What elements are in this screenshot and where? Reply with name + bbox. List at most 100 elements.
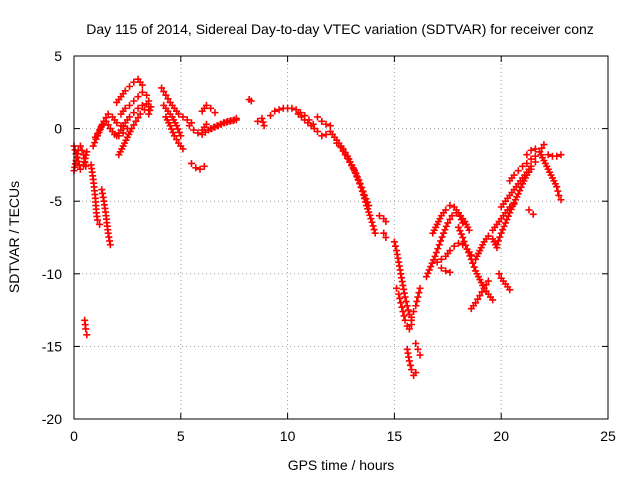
data-point <box>194 129 202 137</box>
data-point <box>173 122 181 130</box>
data-point <box>406 361 414 369</box>
series-track-q <box>198 101 219 117</box>
series-track-ad <box>393 284 415 333</box>
data-point <box>187 159 195 167</box>
data-point <box>202 120 210 128</box>
data-point <box>192 164 200 172</box>
x-tick-label: 15 <box>387 428 403 444</box>
data-point <box>484 277 492 285</box>
data-point <box>463 245 471 253</box>
data-point <box>271 107 279 115</box>
data-point <box>390 238 398 246</box>
data-point <box>462 241 470 249</box>
data-point <box>348 162 356 170</box>
data-point <box>140 106 148 114</box>
data-point <box>134 93 142 101</box>
data-point <box>216 120 224 128</box>
data-point <box>185 122 193 130</box>
data-point <box>168 125 176 133</box>
data-point <box>121 87 129 95</box>
data-point <box>405 357 413 365</box>
data-point <box>430 256 438 264</box>
data-point <box>380 229 388 237</box>
data-point <box>145 103 153 111</box>
data-point <box>504 212 512 220</box>
data-point <box>292 106 300 114</box>
y-tick-label: -5 <box>50 193 63 209</box>
data-point <box>424 269 432 277</box>
series-track-ah <box>422 209 473 281</box>
data-point <box>260 122 268 130</box>
data-point <box>516 187 524 195</box>
data-point <box>275 106 283 114</box>
data-point <box>173 135 181 143</box>
data-point <box>130 109 138 117</box>
data-point <box>337 143 345 151</box>
y-tick-label: -15 <box>42 338 62 354</box>
series-track-v <box>267 104 317 128</box>
y-axis-label: SDTVAR / TECUs <box>6 181 22 293</box>
data-point <box>553 152 561 160</box>
data-point <box>437 264 445 272</box>
data-point <box>457 230 465 238</box>
data-point <box>76 165 84 173</box>
series-track-af <box>403 345 420 379</box>
series-track-w <box>294 110 330 140</box>
data-point <box>183 116 191 124</box>
data-point <box>519 162 527 170</box>
y-tick-label: 5 <box>54 48 62 64</box>
data-point <box>465 226 473 234</box>
data-point <box>175 110 183 118</box>
data-point <box>93 216 101 224</box>
series-track-t <box>245 96 255 105</box>
data-point <box>391 242 399 250</box>
data-point <box>134 104 142 112</box>
series-track-c <box>87 161 104 228</box>
data-point <box>414 345 422 353</box>
data-point <box>514 167 522 175</box>
data-point <box>397 299 405 307</box>
tick-layer: 0 5 10 15 20 25 5 0 -5 -10 -15 -20 <box>42 48 616 444</box>
x-tick-label: 5 <box>177 428 185 444</box>
data-point <box>405 325 413 333</box>
data-point <box>466 252 474 260</box>
data-point <box>444 219 452 227</box>
data-point <box>190 126 198 134</box>
data-point <box>160 88 168 96</box>
series-track-ak <box>437 264 454 276</box>
data-point <box>121 104 129 112</box>
data-point <box>126 82 134 90</box>
data-point <box>450 242 458 250</box>
data-point <box>375 212 383 220</box>
y-tick-label: 0 <box>54 121 62 137</box>
data-point <box>442 222 450 230</box>
data-point <box>446 268 454 276</box>
data-point <box>464 249 472 257</box>
data-point <box>100 117 108 125</box>
data-point <box>164 95 172 103</box>
data-point <box>333 139 341 147</box>
data-point <box>398 303 406 311</box>
data-point <box>414 293 422 301</box>
data-point <box>456 212 464 220</box>
data-point <box>456 227 464 235</box>
data-point <box>438 233 446 241</box>
data-point <box>130 78 138 86</box>
data-point <box>130 121 138 129</box>
data-point <box>428 259 436 267</box>
data-point <box>360 194 368 202</box>
data-point <box>399 308 407 316</box>
data-point <box>555 191 563 199</box>
data-point <box>442 267 450 275</box>
series-track-au <box>544 151 565 160</box>
data-point <box>401 293 409 301</box>
data-point <box>366 211 374 219</box>
data-point <box>554 187 562 195</box>
data-point <box>196 165 204 173</box>
data-point <box>446 215 454 223</box>
data-point <box>96 220 104 228</box>
data-point <box>446 247 454 255</box>
data-point <box>412 302 420 310</box>
data-point <box>416 351 424 359</box>
series-track-o <box>185 120 210 137</box>
